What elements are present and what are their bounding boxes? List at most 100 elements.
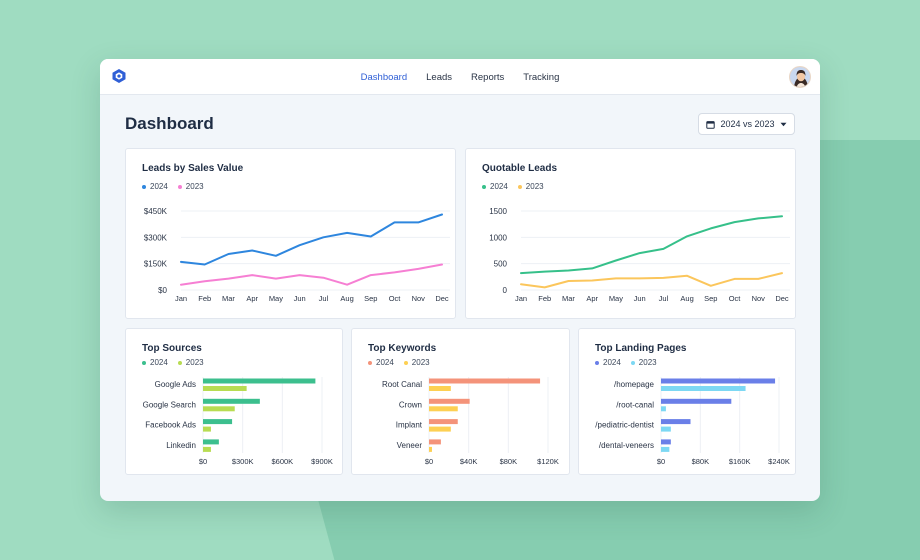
legend-label: 2023 [638,358,657,367]
legend-label: 2024 [490,182,508,191]
x-tick-label: Jun [294,294,306,303]
bar-2024 [429,378,541,384]
y-tick-label: $150K [144,260,168,269]
landing-bar-chart: $0 $80K $160K $240K/homepage/root-canal/ped… [595,377,790,466]
bar-2024 [203,419,233,425]
category-label: /pediatric-dentist [595,421,654,430]
x-tick-label: Nov [412,294,426,303]
bar-2024 [203,378,316,384]
x-tick-label: $160K [729,457,751,466]
keywords-bar-chart: $0 $40K $80K $120K Root Canal Crown Implant Ven… [382,377,559,466]
x-tick-label: Mar [562,294,575,303]
card-top-sources: Top Sources 2024 2023 $0 $300K $600K $900K G… [125,328,343,475]
category-label: Google Search [143,400,196,409]
category-label: Veneer [397,441,423,450]
legend-dot [177,184,182,189]
bar-2023 [429,406,458,412]
x-tick-label: $0 [425,457,433,466]
x-tick-label: Jun [634,294,646,303]
bar-2024 [203,439,219,445]
legend-item-2024[interactable]: 2024 [368,358,394,367]
bar-2023 [203,406,235,412]
main-nav: Dashboard Leads Reports Tracking [100,59,820,95]
user-photo-icon [790,67,810,87]
user-avatar[interactable] [789,66,811,88]
x-tick-label: $600K [271,457,293,466]
x-tick-label: May [609,294,623,303]
x-tick-label: May [269,294,283,303]
category-label: Implant [396,421,423,430]
nav-tracking[interactable]: Tracking [523,71,560,83]
legend-label: 2024 [150,358,168,367]
bar-2023 [661,426,671,432]
legend-item-2024[interactable]: 2024 [595,358,621,367]
date-range-dropdown[interactable]: 2024 vs 2023 [698,113,795,135]
series-line-2023 [180,263,443,286]
bar-2023 [661,446,670,452]
bar-2023 [661,406,666,412]
x-tick-label: $40K [460,457,478,466]
y-tick-label: 1500 [489,207,507,216]
x-tick-label: $80K [500,457,518,466]
legend-dot [482,184,486,189]
bar-2024 [429,439,441,445]
category-label: Crown [399,400,422,409]
legend-item-2023[interactable]: 2023 [630,358,657,367]
legend-item-2023[interactable]: 2023 [177,358,204,367]
legend-label: 2023 [185,358,204,367]
logo-icon[interactable] [111,68,127,84]
nav-leads[interactable]: Leads [426,71,453,83]
legend-item-2024[interactable]: 2024 [142,182,168,191]
category-label: Linkedin [166,441,196,450]
x-tick-label: Sep [364,294,377,303]
y-tick-label: $0 [158,286,167,295]
legend-item-2023[interactable]: 2023 [177,182,204,191]
x-tick-label: $0 [199,457,207,466]
nav-dashboard[interactable]: Dashboard [360,71,408,83]
sales-line-chart: $0 $150K $300K $450K Jan Feb Mar Apr May Jun Jul Au… [144,207,450,303]
nav-reports[interactable]: Reports [471,71,505,83]
bar-2023 [203,426,211,432]
legend-label: 2024 [603,358,621,367]
chart-legend: 2024 2023 [142,358,204,367]
card-leads-by-sales-value: Leads by Sales Value 2024 2023 $0 $150K $3… [125,148,456,319]
y-tick-label: 0 [503,286,508,295]
sources-bar-chart: $0 $300K $600K $900K Google Ads Google Search… [143,377,333,466]
chart-legend: 2024 2023 [142,182,204,191]
bar-2023 [429,386,451,391]
bar-2024 [203,398,260,404]
top-navigation-bar: Dashboard Leads Reports Tracking [100,59,820,95]
x-tick-label: Apr [246,294,258,303]
x-tick-label: Jan [175,294,187,303]
legend-dot [595,360,599,365]
legend-dot [142,184,146,189]
x-tick-label: Dec [435,294,449,303]
series-line-2024 [520,215,783,275]
legend-item-2023[interactable]: 2023 [403,358,430,367]
x-tick-label: Aug [680,294,693,303]
legend-item-2024[interactable]: 2024 [142,358,168,367]
x-tick-label: $0 [657,457,665,466]
bar-2024 [661,378,776,384]
x-tick-label: Jul [319,294,329,303]
page-title: Dashboard [125,114,214,133]
legend-item-2024[interactable]: 2024 [482,182,508,191]
x-tick-label: Mar [222,294,235,303]
x-tick-label: $240K [768,457,790,466]
legend-dot [142,360,146,365]
x-tick-label: Jul [659,294,669,303]
quotable-line-chart: 0 500 1000 1500 Jan Feb Mar Apr May Jun Jul Aug Sep O… [489,207,790,303]
bar-2024 [661,439,671,445]
legend-dot [368,360,372,365]
y-tick-label: 1000 [489,233,507,242]
legend-item-2023[interactable]: 2023 [517,182,544,191]
bar-2024 [661,398,732,404]
category-label: /dental-veneers [599,441,654,450]
caret-down-icon [780,122,787,126]
x-tick-label: Feb [538,294,551,303]
bar-2023 [429,426,451,432]
date-range-label: 2024 vs 2023 [720,119,775,129]
legend-dot [517,184,522,189]
series-line-2023 [520,272,783,289]
bar-2024 [429,398,470,404]
